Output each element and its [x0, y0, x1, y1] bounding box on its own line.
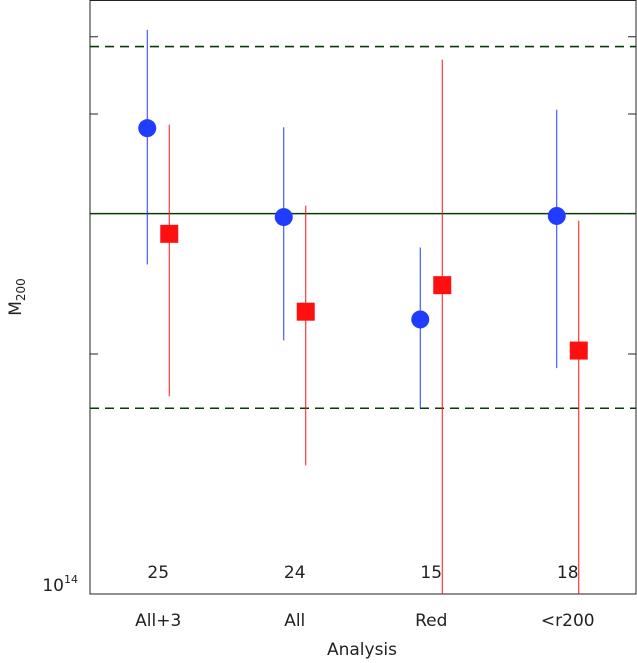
count-annotation: 25	[147, 563, 169, 583]
count-annotation: 15	[420, 563, 442, 583]
y-label-main: M	[6, 301, 26, 316]
point	[160, 224, 179, 243]
point	[138, 119, 157, 138]
point	[569, 341, 588, 360]
count-annotation: 18	[557, 563, 579, 583]
point	[296, 302, 315, 321]
x-tick-label: All	[284, 611, 305, 631]
y-axis-label: M200	[6, 278, 28, 316]
x-tick-label: Red	[415, 611, 447, 631]
x-axis-label: Analysis	[327, 640, 397, 660]
y-tick-exponent: 14	[64, 573, 78, 586]
x-tick-label: <r200	[541, 611, 595, 631]
point	[274, 208, 293, 227]
point	[547, 206, 566, 225]
point	[433, 276, 452, 295]
count-annotation: 24	[284, 563, 306, 583]
plot-frame	[89, 0, 637, 595]
x-tick-label: All+3	[135, 611, 181, 631]
point	[411, 310, 430, 329]
y-tick-base: 10	[42, 576, 64, 596]
y-tick-label: 1014	[42, 573, 78, 596]
y-label-sub: 200	[14, 278, 28, 301]
